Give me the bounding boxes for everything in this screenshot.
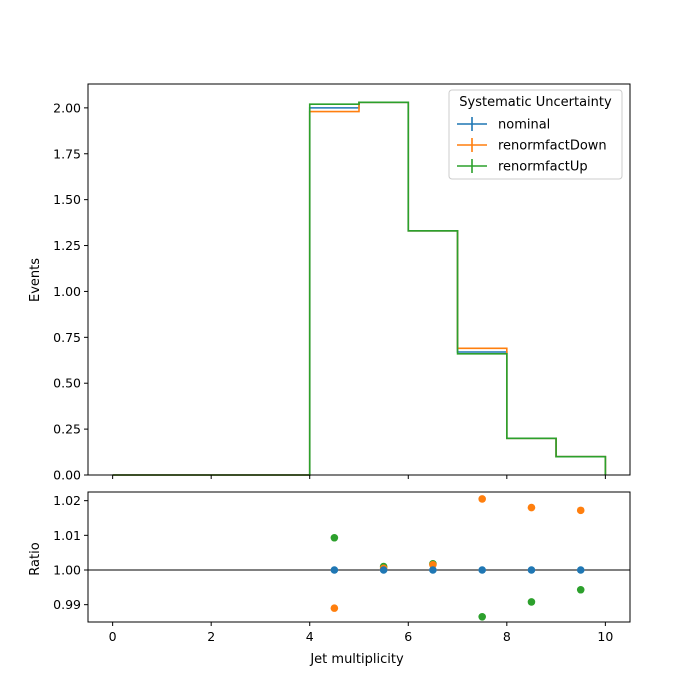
ratio-y-ticks: 0.99 1.00 1.01 1.02 (53, 493, 88, 612)
main-y-tick-label: 1.50 (53, 192, 81, 207)
ratio-y-axis-title: Ratio (28, 542, 43, 575)
x-tick-label: 10 (597, 629, 613, 644)
main-y-axis-title: Events (28, 258, 43, 302)
ratio-point-renormfactUp (478, 613, 486, 621)
ratio-point-group (330, 495, 585, 621)
ratio-y-tick-label: 1.02 (53, 493, 81, 508)
ratio-point-nominal (478, 566, 486, 574)
legend: Systematic Uncertainty nominal renormfactD… (448, 89, 623, 180)
legend-title: Systematic Uncertainty (459, 95, 612, 110)
main-y-tick-label: 1.25 (53, 238, 81, 253)
ratio-point-renormfactDown (429, 561, 437, 569)
main-y-tick-label: 2.00 (53, 100, 81, 115)
main-y-tick-label: 1.00 (53, 284, 81, 299)
x-tick-label: 4 (306, 629, 314, 644)
ratio-point-renormfactUp (330, 533, 339, 542)
ratio-axes-frame (87, 491, 631, 623)
ratio-point-renormfactDown (478, 495, 486, 503)
ratio-panel: 0 2 4 6 8 10 0.99 1.00 1.01 1.02 Ratio Jet multi… (28, 491, 631, 667)
x-tick-label: 6 (404, 629, 412, 644)
legend-label: renormfactUp (498, 160, 588, 175)
ratio-point-renormfactUp (527, 598, 536, 606)
main-y-tick-label: 1.75 (53, 146, 81, 161)
ratio-point-nominal (527, 566, 536, 574)
ratio-y-tick-label: 1.01 (53, 528, 81, 543)
legend-item-renormfactUp: renormfactUp (457, 159, 588, 175)
legend-label: nominal (498, 118, 550, 133)
main-axes-frame (87, 83, 631, 476)
legend-item-renormfactDown: renormfactDown (457, 138, 607, 154)
ratio-point-renormfactDown (330, 604, 339, 612)
ratio-point-nominal (429, 566, 437, 574)
main-y-ticks: 0.00 0.25 0.50 0.75 1.00 1.25 1.50 1.75 2.00 (53, 100, 88, 483)
main-y-tick-label: 0.25 (53, 422, 81, 437)
legend-item-nominal: nominal (457, 117, 550, 133)
ratio-y-tick-label: 0.99 (53, 597, 81, 612)
legend-box (448, 89, 623, 180)
ratio-point-renormfactUp (576, 585, 585, 594)
ratio-point-renormfactDown (576, 506, 585, 515)
main-y-tick-label: 0.00 (53, 468, 81, 483)
main-y-tick-label: 0.50 (53, 376, 81, 391)
ratio-y-tick-label: 1.00 (53, 563, 81, 578)
ratio-point-renormfactDown (527, 503, 536, 512)
x-axis-title: Jet multiplicity (309, 652, 404, 667)
x-tick-label: 2 (207, 629, 215, 644)
ratio-point-nominal (330, 566, 339, 574)
main-x-ticks (112, 475, 606, 479)
x-tick-label: 0 (109, 629, 117, 644)
main-panel: 0.00 0.25 0.50 0.75 1.00 1.25 1.50 1.75 2.00 Eve… (28, 83, 631, 483)
main-y-tick-label: 0.75 (53, 330, 81, 345)
x-tick-label: 8 (503, 629, 511, 644)
legend-label: renormfactDown (498, 139, 607, 154)
ratio-point-nominal (379, 566, 388, 574)
ratio-point-nominal (576, 566, 585, 574)
ratio-x-ticks: 0 2 4 6 8 10 (109, 622, 613, 644)
